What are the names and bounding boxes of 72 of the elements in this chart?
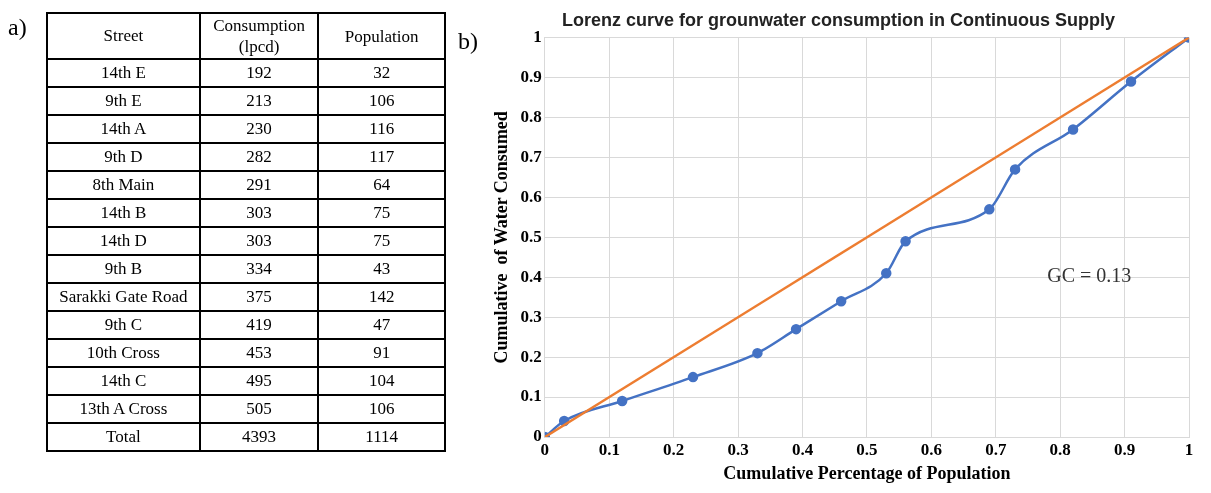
x-tick-label: 0.4 <box>791 439 814 459</box>
data-label: 230 <box>199 115 319 143</box>
x-tick-label: 0.8 <box>1049 439 1071 459</box>
category-label: 14th A <box>47 115 200 143</box>
text: b) <box>458 28 478 55</box>
category-label: 9th B <box>47 255 200 283</box>
y-tick-label: 0.5 <box>520 226 542 246</box>
data-label: 43 <box>318 255 445 283</box>
x-tick-label: 0.6 <box>920 439 942 459</box>
data-label: 104 <box>318 367 445 395</box>
text: Consumption (lpcd) <box>199 13 319 59</box>
category-label: 14th E <box>47 59 200 87</box>
data-label: 213 <box>199 87 319 115</box>
category-label: 14th B <box>47 199 200 227</box>
data-label: 1114 <box>318 423 445 451</box>
data-label: 505 <box>199 395 319 423</box>
data-label: 106 <box>318 395 445 423</box>
data-label: 91 <box>318 339 445 367</box>
chart-title: Lorenz curve for grounwater consumption in Continuous Supply <box>561 9 1116 30</box>
data-label: 75 <box>318 199 445 227</box>
annotation: GC = 0.13 <box>1047 264 1132 287</box>
category-label: 13th A Cross <box>47 395 200 423</box>
x-tick-label: 0.2 <box>663 439 685 459</box>
category-label: 14th D <box>47 227 200 255</box>
data-label: 106 <box>318 87 445 115</box>
data-label: 282 <box>199 143 319 171</box>
x-tick-label: 0.7 <box>985 439 1007 459</box>
data-label: 64 <box>318 171 445 199</box>
category-label: 9th E <box>47 87 200 115</box>
data-label: 303 <box>199 227 319 255</box>
y-tick-label: 0.7 <box>520 146 543 166</box>
data-label: 419 <box>199 311 319 339</box>
y-tick-label: 0.9 <box>520 66 542 86</box>
text: Street <box>47 13 200 59</box>
y-tick-label: 0.6 <box>520 186 542 206</box>
y-tick-label: 0.4 <box>520 266 543 286</box>
category-label: 10th Cross <box>47 339 200 367</box>
data-label: 334 <box>199 255 319 283</box>
x-tick-label: 0.1 <box>598 439 620 459</box>
y-axis-title: Cumulative of Water Consumed <box>491 111 512 364</box>
data-label: 291 <box>199 171 319 199</box>
data-label: 32 <box>318 59 445 87</box>
x-tick-label: 0.9 <box>1113 439 1136 459</box>
x-axis-title: Cumulative Percentage of Population <box>723 462 1011 483</box>
category-label: Total <box>47 423 200 451</box>
y-tick-label: 0.8 <box>520 106 542 126</box>
y-tick-label: 0 <box>533 426 542 446</box>
x-tick-label: 0.5 <box>856 439 878 459</box>
data-label: 192 <box>199 59 319 87</box>
y-tick-label: 0.2 <box>520 346 542 366</box>
x-tick-label: 0.3 <box>727 439 749 459</box>
y-tick-label: 1 <box>533 26 542 46</box>
category-label: Sarakki Gate Road <box>47 283 200 311</box>
data-label: 375 <box>199 283 319 311</box>
y-tick-label: 0.3 <box>520 306 542 326</box>
text: a) <box>8 14 27 41</box>
category-label: 14th C <box>47 367 200 395</box>
data-label: 75 <box>318 227 445 255</box>
data-label: 303 <box>199 199 319 227</box>
y-tick-label: 0.1 <box>520 386 542 406</box>
text: Population <box>318 13 445 59</box>
data-label: 453 <box>199 339 319 367</box>
data-label: 116 <box>318 115 445 143</box>
data-label: 47 <box>318 311 445 339</box>
data-label: 117 <box>318 143 445 171</box>
category-label: 9th C <box>47 311 200 339</box>
data-label: 142 <box>318 283 445 311</box>
data-label: 4393 <box>199 423 319 451</box>
category-label: 9th D <box>47 143 200 171</box>
category-label: 8th Main <box>47 171 200 199</box>
data-label: 495 <box>199 367 319 395</box>
x-tick-label: 1 <box>1184 439 1194 459</box>
